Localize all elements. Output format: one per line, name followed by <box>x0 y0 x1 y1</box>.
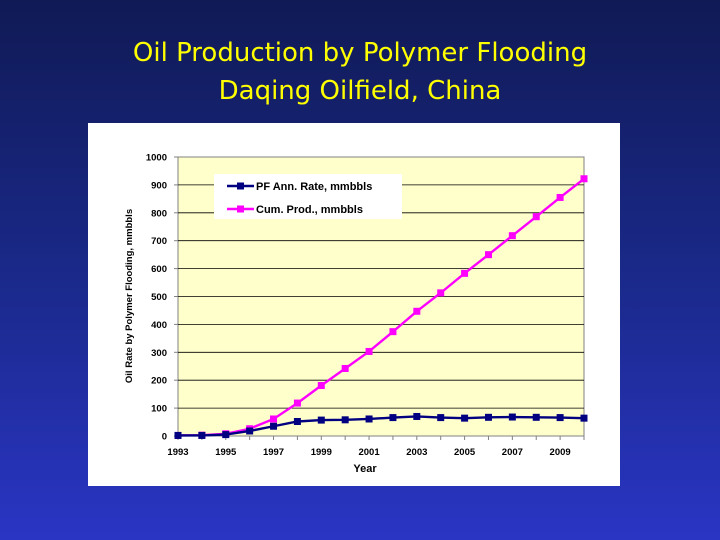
data-point <box>461 269 469 277</box>
y-tick-label: 600 <box>151 264 167 275</box>
data-point <box>484 251 492 259</box>
data-point <box>341 416 349 424</box>
data-point <box>389 414 397 422</box>
data-point <box>317 416 325 424</box>
data-point <box>293 399 301 407</box>
data-point <box>270 422 278 430</box>
chart-panel: 0 100 200 300 400 500 600 700 800 900 1000 1993 1995… <box>88 123 620 486</box>
slide-title: Oil Production by Polymer Flooding Daqin… <box>0 34 720 110</box>
legend-label: PF Ann. Rate, mmbbls <box>256 181 372 193</box>
y-tick-label: 100 <box>151 404 167 415</box>
legend: PF Ann. Rate, mmbbls Cum. Prod., mmbbls <box>214 174 402 219</box>
series-line <box>177 177 585 437</box>
y-tick-label: 200 <box>151 376 167 387</box>
legend-item: Cum. Prod., mmbbls <box>227 204 363 216</box>
data-point <box>174 431 182 439</box>
x-tick-label: 2005 <box>454 447 476 458</box>
y-tick-label: 800 <box>151 208 167 219</box>
data-point <box>484 413 492 421</box>
x-tick-label: 1993 <box>167 447 188 458</box>
series-annual-rate <box>174 412 588 439</box>
y-tick-label: 700 <box>151 236 167 247</box>
data-point <box>365 415 373 423</box>
y-tick-label: 1000 <box>146 153 167 164</box>
data-point <box>293 417 301 425</box>
y-tick-label: 0 <box>162 432 167 443</box>
data-point <box>198 431 206 439</box>
x-tick-label: 2003 <box>406 447 427 458</box>
data-point <box>556 414 564 422</box>
x-tick-label: 1997 <box>263 447 284 458</box>
data-point <box>413 412 421 420</box>
data-point <box>389 328 397 336</box>
slide-title-line-1: Oil Production by Polymer Flooding <box>132 38 588 68</box>
data-point <box>461 414 469 422</box>
data-point <box>222 431 230 439</box>
x-tick-label: 1995 <box>215 447 237 458</box>
data-point <box>246 427 254 435</box>
x-tick-label: 2007 <box>502 447 523 458</box>
x-tick-label: 1999 <box>311 447 332 458</box>
data-point <box>413 307 421 315</box>
legend-swatch-marker <box>237 182 244 190</box>
slide-title-line-2: Daqing Oilfield, China <box>218 76 502 106</box>
legend-label: Cum. Prod., mmbbls <box>256 204 363 216</box>
data-point <box>580 414 588 422</box>
data-point <box>556 193 564 201</box>
y-tick-label: 900 <box>151 180 167 191</box>
x-axis-title: Year <box>353 463 377 475</box>
data-point <box>532 413 540 421</box>
legend-swatch-marker <box>237 205 244 213</box>
data-point <box>341 364 349 372</box>
series-line <box>178 415 585 437</box>
data-point <box>580 175 588 183</box>
x-tick-label: 2009 <box>550 447 571 458</box>
y-tick-label: 500 <box>151 292 167 303</box>
legend-box <box>214 174 402 219</box>
line-chart: 0 100 200 300 400 500 600 700 800 900 1000 1993 1995… <box>124 153 588 475</box>
data-point <box>437 289 445 297</box>
data-point <box>508 413 516 421</box>
legend-item: PF Ann. Rate, mmbbls <box>227 181 372 193</box>
y-tick-label: 400 <box>151 320 167 331</box>
data-point <box>532 213 540 221</box>
y-tick-label: 300 <box>151 348 167 359</box>
data-point <box>437 414 445 422</box>
x-tick-label: 2001 <box>358 447 380 458</box>
data-point <box>317 382 325 390</box>
data-point <box>508 232 516 240</box>
data-point <box>270 415 278 423</box>
data-point <box>365 347 373 355</box>
y-axis-title: Oil Rate by Polymer Flooding, mmbbls <box>124 209 135 383</box>
